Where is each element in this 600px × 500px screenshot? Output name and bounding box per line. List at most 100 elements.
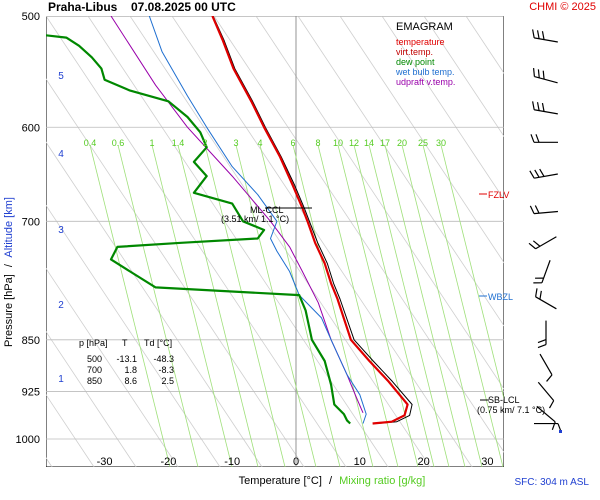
mixing-ratio-line	[401, 144, 483, 467]
wind-barb-staff	[535, 296, 557, 310]
series-temperature	[211, 16, 409, 425]
adiabat-line	[46, 330, 137, 467]
xlabel-temperature: Temperature [°C]	[239, 475, 322, 487]
mixing-ratio-line	[353, 144, 435, 467]
wbzl-label: WBZL	[488, 292, 513, 302]
mixing-ratio-label: 0.4	[84, 138, 97, 148]
temperature-tick-label: 10	[354, 456, 366, 468]
wind-barb-staff	[533, 210, 559, 215]
station-name: Praha-Libus	[48, 0, 118, 14]
ylabel-sep: /	[3, 263, 15, 267]
mixing-ratio-label: 2	[202, 138, 207, 148]
wind-barb-flag	[532, 240, 541, 247]
series-dew-point	[46, 34, 351, 425]
mixing-ratio-line	[440, 144, 504, 401]
temperature-tick-label: 0	[293, 456, 299, 468]
pressure-tick-label: 600	[22, 122, 40, 134]
table-cell: 8.6	[124, 376, 137, 386]
mixing-ratio-line	[317, 144, 399, 467]
series-wet-bulb-temp	[148, 16, 367, 424]
mixing-ratio-line	[89, 144, 171, 467]
axis-ticks: 0.4 0.6 1 1.4 2 3 4 6 8 10 12 14 17 20 25 3050060070085…	[16, 11, 494, 468]
wind-barb	[528, 236, 557, 250]
table-cell: 700	[87, 365, 102, 375]
mlccl-value: (3.51 km/ 1.1 °C)	[221, 214, 289, 224]
table-cell: 1.8	[124, 365, 137, 375]
mixing-ratio-label: 25	[418, 138, 428, 148]
credit: CHMI © 2025	[529, 1, 596, 13]
wind-barb-flag	[537, 69, 540, 78]
altitude-tick-label: 5	[58, 71, 64, 82]
temperature-tick-label: -10	[224, 456, 240, 468]
mixing-ratio-label: 0.6	[112, 138, 125, 148]
wind-barb-flag	[534, 169, 540, 178]
wind-barb-flag	[534, 205, 540, 214]
wind-barb-flag	[537, 339, 547, 344]
xlabel-sep: /	[329, 475, 333, 487]
table-header-p: p [hPa]	[79, 338, 108, 348]
mixing-ratio-label: 6	[290, 138, 295, 148]
mixing-ratio-line	[235, 144, 317, 467]
pressure-tick-label: 925	[22, 386, 40, 398]
datetime: 07.08.2025 00 UTC	[131, 0, 236, 14]
wind-barb-staff	[534, 76, 558, 84]
legend-updraft: udpraft v.temp.	[396, 77, 455, 87]
mixing-ratio-label: 12	[349, 138, 359, 148]
mixing-ratio-label: 4	[257, 138, 262, 148]
mlccl-annotation: ML-CCL (3.51 km/ 1.1 °C)	[221, 205, 312, 224]
pressure-tick-label: 1000	[16, 434, 40, 446]
wind-barb-staff	[534, 37, 558, 43]
wind-barb-flag	[529, 205, 535, 214]
wind-barb-staff	[534, 109, 558, 115]
mixing-ratio-line	[151, 144, 233, 467]
sfc-note: SFC: 304 m ASL	[515, 477, 590, 488]
temperature-tick-label: 30	[481, 456, 493, 468]
mixing-ratio-line	[259, 144, 341, 467]
mlccl-label: ML-CCL	[250, 205, 284, 215]
svg-text:Temperature [°C] / Mix: Temperature [°C] / Mixing ratio [g/kg]	[239, 475, 426, 487]
wind-barb-flag	[542, 70, 545, 80]
wind-barb-flag	[536, 30, 540, 39]
table-cell: 500	[87, 354, 102, 364]
pressure-tick-label: 500	[22, 11, 40, 23]
mixing-ratio-line	[384, 144, 466, 467]
sblcl-annotation: SB-LCL (0.75 km/ 7.1 °C)	[477, 395, 545, 415]
fzlv-annotation: FZLV	[479, 190, 509, 200]
wind-barb-flag	[528, 242, 536, 250]
mixing-ratio-label: 20	[397, 138, 407, 148]
wind-barb	[530, 134, 558, 143]
wind-barb	[537, 320, 547, 349]
temperature-tick-label: 20	[417, 456, 429, 468]
wind-barb-flag	[548, 400, 555, 409]
wind-barb-flag	[541, 31, 545, 40]
table-cell: -13.1	[116, 354, 137, 364]
wind-barb-flag	[535, 134, 540, 143]
temperature-tick-label: -20	[160, 456, 176, 468]
pressure-tick-label: 700	[22, 216, 40, 228]
wind-barb-flag	[537, 344, 547, 349]
adiabat-line	[46, 141, 263, 467]
wind-barb-staff	[534, 173, 558, 179]
wind-barbs	[528, 29, 562, 433]
table-cell: -48.3	[153, 354, 174, 364]
table-cell: 850	[87, 376, 102, 386]
ylabel-altitude: Altitude [km]	[3, 197, 15, 258]
table-header-t: T	[122, 338, 128, 348]
mixing-ratio-label: 17	[380, 138, 390, 148]
mixing-ratio-label: 3	[233, 138, 238, 148]
wind-barb	[532, 68, 558, 84]
wind-barb-flag	[535, 277, 544, 279]
grid-lines	[46, 16, 504, 467]
pressure-tick-label: 850	[22, 335, 40, 347]
adiabat-line	[339, 16, 504, 264]
adiabat-line	[423, 16, 504, 137]
mixing-ratio-lines	[89, 144, 504, 467]
legend-title: EMAGRAM	[396, 21, 453, 33]
wind-barb-flag	[533, 282, 542, 284]
wind-barb-staff	[536, 405, 556, 423]
legend-wet-bulb: wet bulb temp.	[395, 67, 455, 77]
adiabat-line	[171, 16, 473, 467]
wind-barb-flag	[539, 168, 545, 177]
